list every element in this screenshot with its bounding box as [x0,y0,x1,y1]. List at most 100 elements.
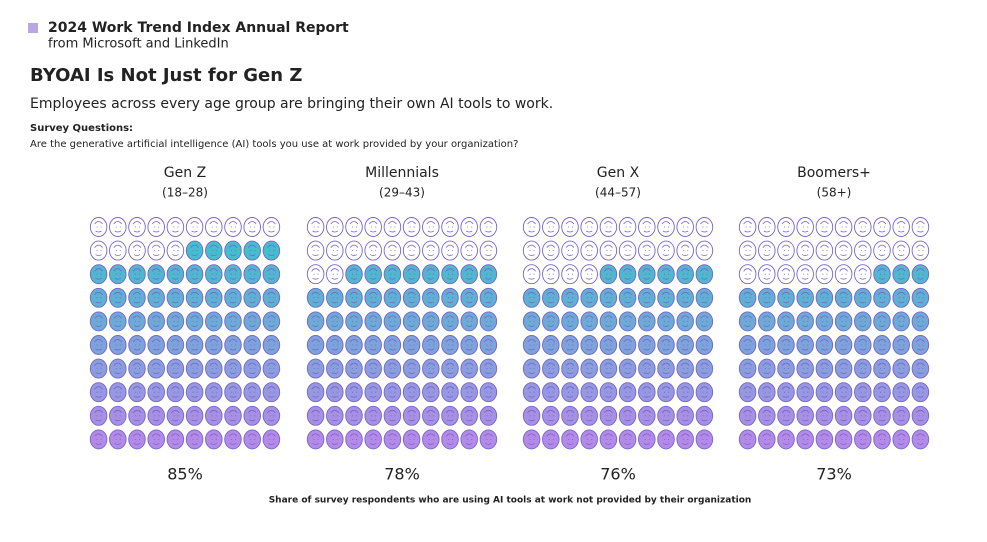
person-face [916,221,925,233]
person-icon [166,311,185,332]
person-icon [873,382,891,403]
person-icon [243,311,261,332]
person-face [151,315,161,327]
person-face [781,244,791,256]
person-face [565,339,575,351]
person-face [623,291,632,304]
person-face [800,221,810,233]
person-face [858,386,868,398]
person-face [311,244,320,256]
person-face [661,339,671,351]
person-face [781,339,791,351]
person-icon [147,429,165,450]
person-icon [185,429,204,450]
person-icon [777,358,795,379]
person-face [426,291,436,304]
person-face [330,221,340,233]
person-icon [618,287,637,308]
person-icon [128,264,146,285]
person-icon [128,240,146,261]
person-face [623,433,632,445]
person-icon [599,335,618,355]
person-face [527,268,536,280]
person-face [877,386,887,398]
person-icon [758,240,776,261]
person-face [743,221,752,233]
person-face [330,409,340,422]
person-icon [815,358,834,379]
person-face [426,362,436,374]
person-icon [147,358,165,379]
person-face [94,362,103,374]
person-icon [695,358,714,379]
person-face [604,362,613,374]
person-face [800,433,810,445]
person-face [858,268,868,280]
person-face [209,315,219,327]
person-face [445,409,455,422]
person-icon [796,311,814,332]
person-face [565,291,575,304]
person-icon [676,240,694,261]
person-icon [796,335,814,355]
person-face [151,433,161,445]
person-icon [205,335,223,355]
person-face [700,244,709,256]
person-face [94,409,103,422]
person-icon [109,217,127,237]
person-icon [657,240,675,261]
person-face [743,291,752,304]
person-face [896,433,906,445]
category-sublabel: (18–28) [162,186,208,200]
person-face [426,386,436,398]
person-icon [854,335,872,355]
person-face [113,244,123,256]
person-icon [128,429,146,450]
person-icon [479,217,498,237]
person-icon [262,264,281,285]
person-face [877,244,887,256]
person-face [464,362,474,374]
person-face [209,386,219,398]
person-face [762,244,772,256]
person-icon [638,217,656,237]
person-face [839,339,848,351]
person-face [781,386,791,398]
person-icon [402,217,421,237]
person-face [700,291,709,304]
person-face [132,315,142,327]
person-face [171,244,180,256]
person-icon [561,217,579,237]
person-icon [205,358,223,379]
person-icon [422,264,440,285]
person-icon [618,217,637,237]
person-face [228,244,238,256]
person-face [680,291,690,304]
person-icon [364,264,382,285]
person-icon [873,405,891,426]
person-face [209,362,219,374]
question: Are the generative artificial intelligen… [30,139,518,150]
person-face [642,386,652,398]
person-icon [676,335,694,355]
person-icon [561,311,579,332]
person-icon [618,311,637,332]
person-face [484,409,493,422]
person-icon [109,311,127,332]
category-label: Boomers+ [797,165,871,181]
person-face [171,315,180,327]
person-icon [542,405,560,426]
person-icon [854,287,872,308]
person-face [762,362,772,374]
person-face [464,409,474,422]
person-icon [224,240,242,261]
person-face [94,386,103,398]
person-icon [542,429,560,450]
person-icon [441,358,459,379]
person-icon [561,358,579,379]
person-icon [676,264,694,285]
person-icon [580,311,598,332]
person-icon [166,240,185,261]
person-face [565,409,575,422]
person-icon [306,264,325,285]
